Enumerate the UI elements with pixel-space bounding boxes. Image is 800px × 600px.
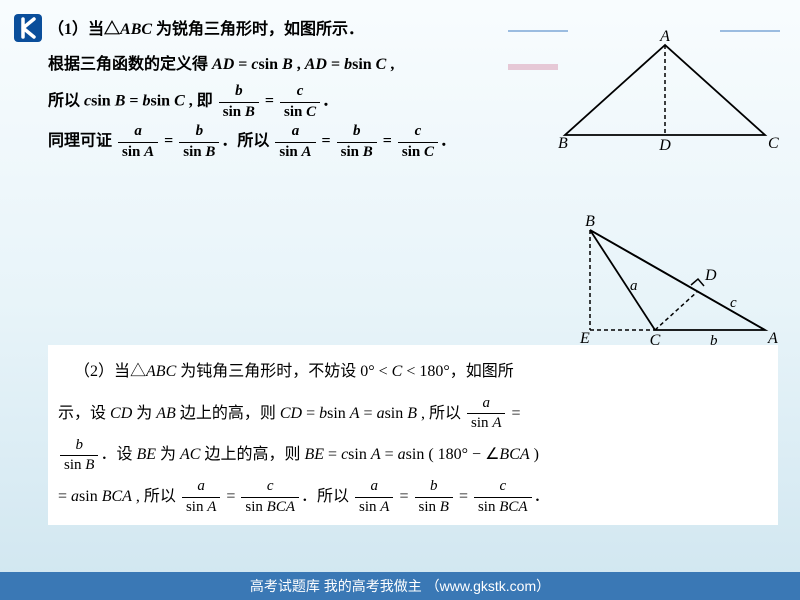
- line: bsin B．设 BE 为 AC 边上的高，则 BE = csin A = as…: [58, 434, 768, 476]
- section-2: （2）当△ABC 为钝角三角形时，不妨设 0° < C < 180°，如图所 示…: [48, 345, 778, 525]
- svg-text:D: D: [704, 267, 717, 284]
- svg-text:C: C: [768, 135, 779, 152]
- line: （1）当△ABC 为锐角三角形时，如图所示．: [48, 12, 528, 47]
- line: 所以 csin B = bsin C , 即 bsin B = csin C．: [48, 82, 528, 122]
- line: = asin BCA , 所以 asin A = csin BCA．所以 asi…: [58, 476, 768, 518]
- figure-obtuse-triangle: B D A C E a c b: [550, 215, 780, 365]
- svg-text:B: B: [585, 215, 595, 230]
- svg-text:c: c: [730, 295, 737, 311]
- line: 示，设 CD 为 AB 边上的高，则 CD = bsin A = asin B …: [58, 393, 768, 435]
- svg-text:D: D: [658, 137, 671, 154]
- section-1: （1）当△ABC 为锐角三角形时，如图所示． 根据三角函数的定义得 AD = c…: [48, 12, 528, 162]
- line: （2）当△ABC 为钝角三角形时，不妨设 0° < C < 180°，如图所: [58, 351, 768, 393]
- footer-text: 高考试题库 我的高考我做主 （: [250, 578, 440, 594]
- svg-text:B: B: [558, 135, 568, 152]
- footer-link[interactable]: www.gkstk.com: [440, 578, 536, 594]
- line: 根据三角函数的定义得 AD = csin B , AD = bsin C ,: [48, 47, 528, 82]
- footer-text: ）: [536, 578, 550, 594]
- svg-text:A: A: [659, 30, 670, 45]
- figure-acute-triangle: A B D C: [550, 30, 780, 160]
- logo-icon: [14, 14, 42, 42]
- footer-bar: 高考试题库 我的高考我做主 （www.gkstk.com）: [0, 572, 800, 600]
- line: 同理可证 asin A = bsin B．所以 asin A = bsin B …: [48, 122, 528, 162]
- svg-text:a: a: [630, 278, 638, 294]
